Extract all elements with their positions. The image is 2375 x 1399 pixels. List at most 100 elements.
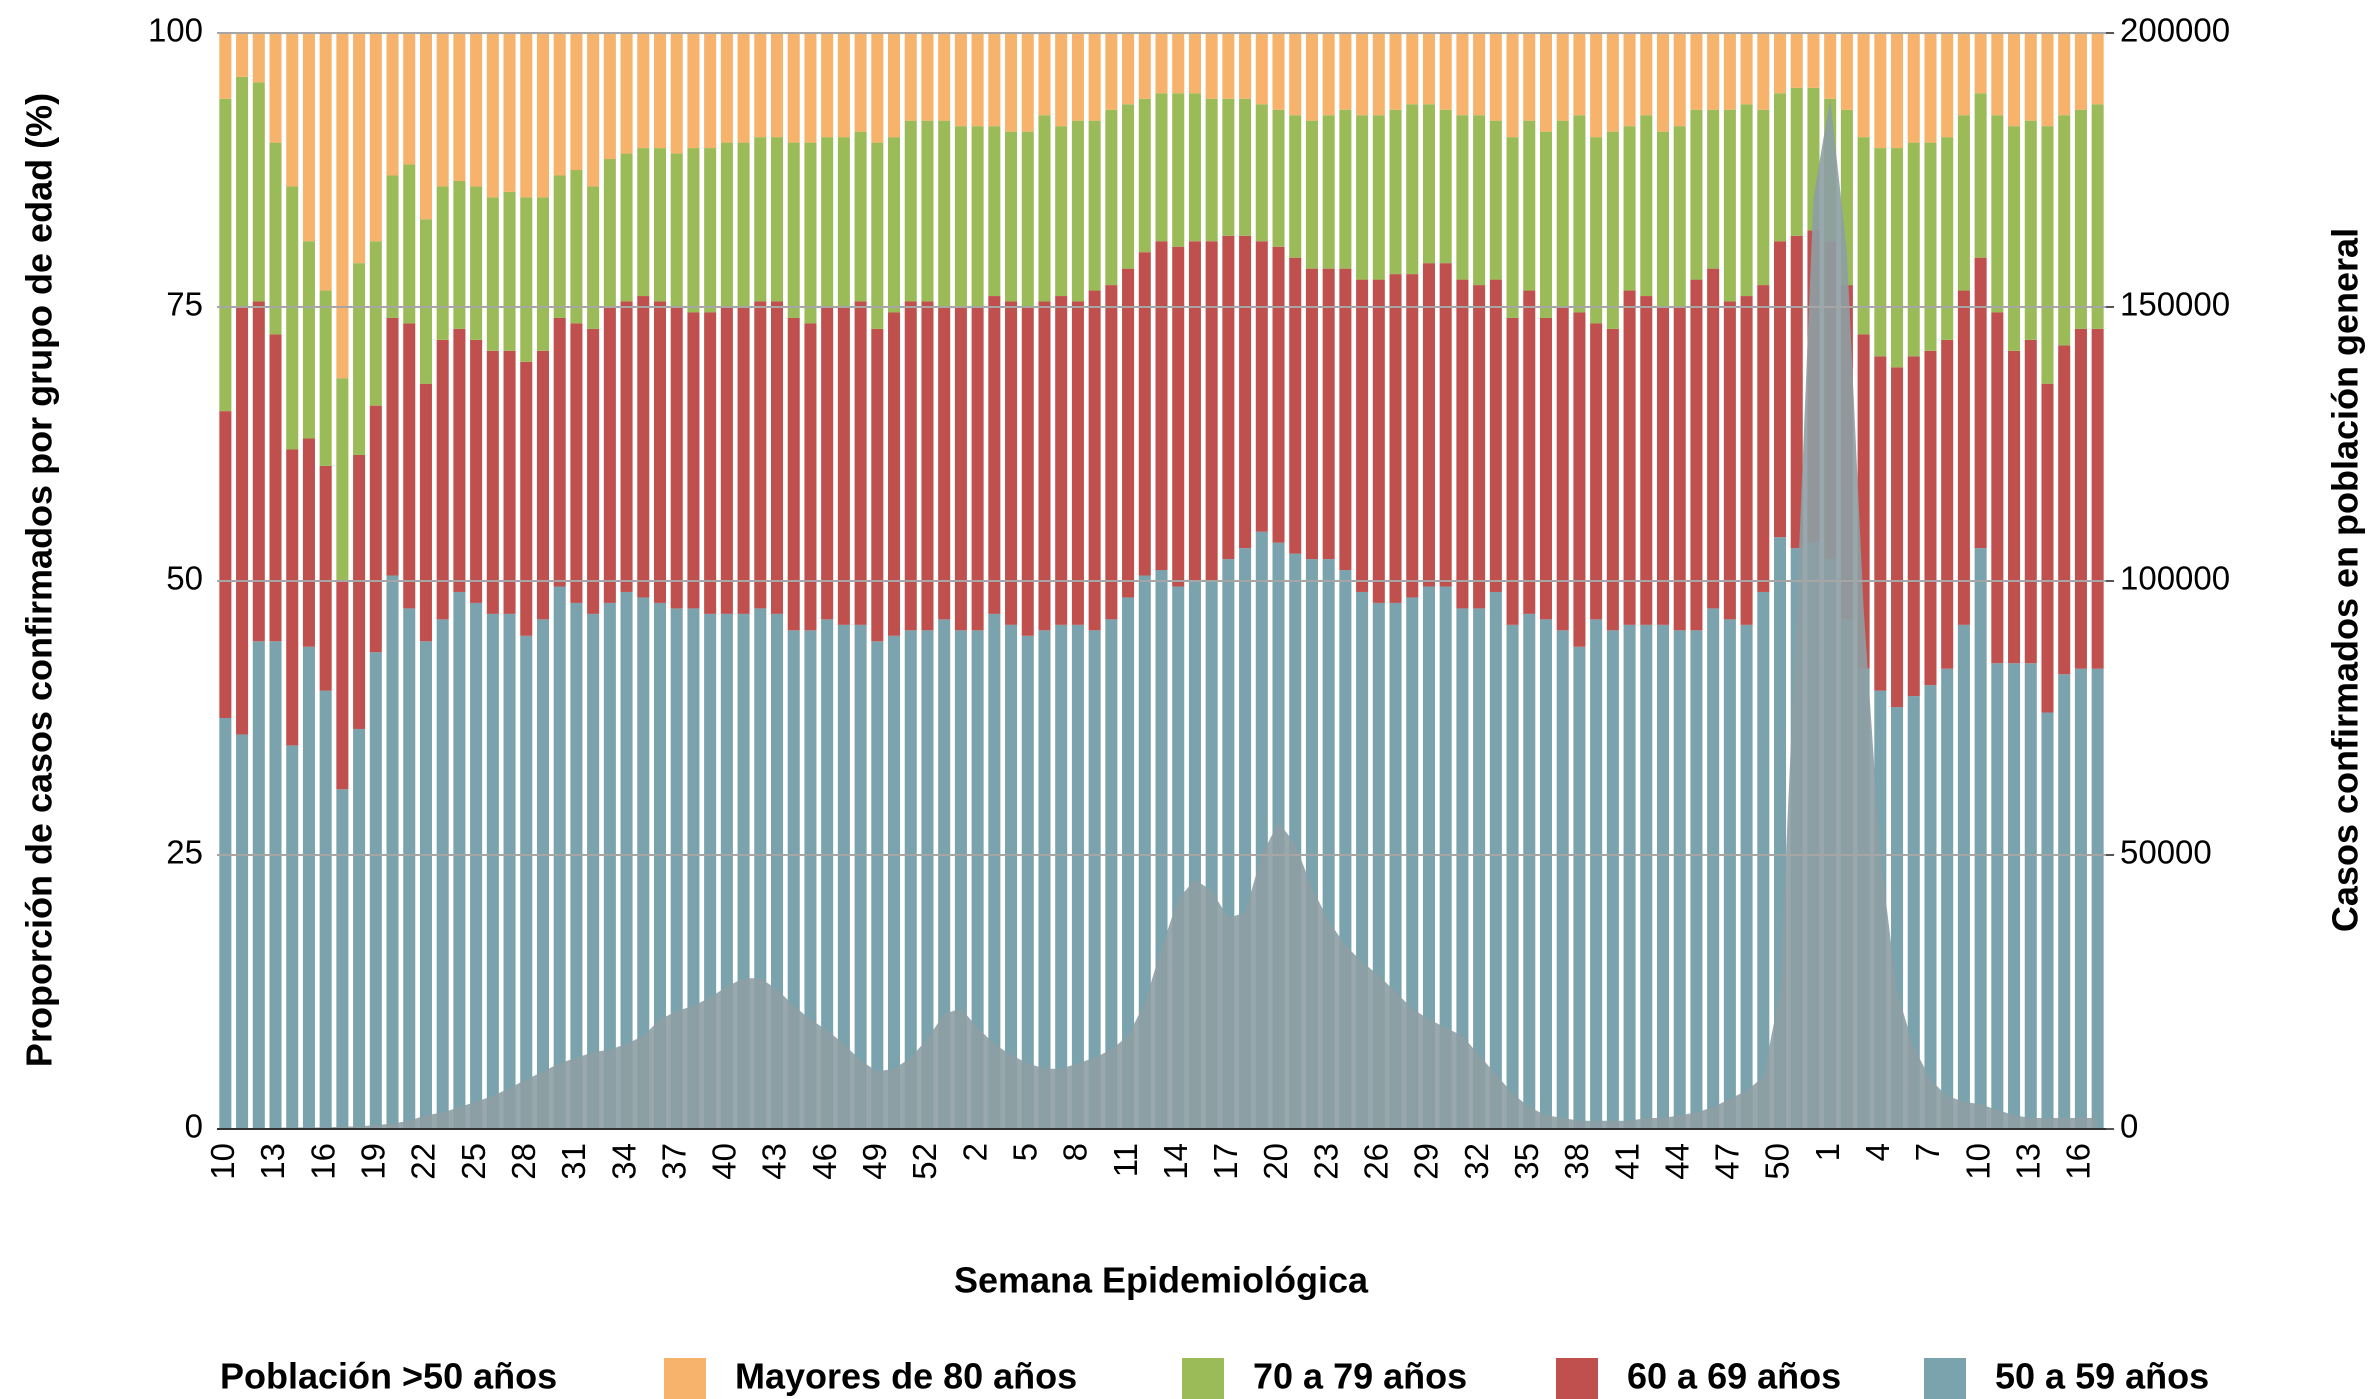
bar-segment: [336, 789, 349, 1129]
bar-segment: [1021, 33, 1034, 132]
bar-segment: [1506, 317, 1519, 625]
bar-segment: [1790, 33, 1803, 88]
bar-segment: [486, 613, 499, 1129]
bar-segment: [1774, 93, 1787, 242]
bar-segment: [1740, 296, 1753, 625]
bar-segment: [386, 575, 399, 1129]
bar-segment: [1372, 279, 1385, 603]
bar-segment: [1673, 33, 1686, 127]
bar-segment: [236, 33, 249, 77]
x-tick-label: 40: [706, 1143, 743, 1180]
bar-segment: [888, 137, 901, 313]
bar-segment: [1038, 33, 1051, 116]
bar-segment: [1690, 109, 1703, 280]
bar-segment: [787, 33, 800, 143]
bar-segment: [1539, 33, 1553, 132]
bar-segment: [1088, 630, 1101, 1129]
bar-segment: [1573, 646, 1586, 1129]
bar-segment: [954, 630, 967, 1129]
bar-segment: [1556, 33, 1569, 121]
bar-segment: [1957, 624, 1970, 1129]
x-tick-label: 13: [254, 1143, 291, 1180]
bar-segment: [1071, 120, 1084, 302]
bar-segment: [1740, 104, 1753, 297]
bar-segment: [1473, 115, 1486, 286]
bar-segment: [1122, 268, 1135, 598]
bar-segment: [904, 630, 917, 1129]
bar-segment: [369, 241, 382, 406]
bar-segment: [1707, 33, 1720, 110]
bar-segment: [1122, 33, 1135, 105]
bar-segment: [1924, 33, 1937, 143]
bar-segment: [1088, 290, 1101, 631]
bar-segment: [637, 296, 650, 598]
bar-segment: [1556, 120, 1569, 308]
bar-segment: [269, 334, 282, 642]
y-tick-label: 100: [148, 12, 203, 49]
bar-segment: [1456, 608, 1469, 1129]
bar-segment: [353, 263, 366, 455]
bar-segment: [787, 317, 800, 631]
legend-label: 60 a 69 años: [1627, 1356, 1841, 1397]
bar-segment: [453, 328, 466, 592]
bar-segment: [302, 646, 315, 1129]
bar-segment: [1339, 268, 1352, 571]
legend-title: Población >50 años: [220, 1356, 557, 1397]
bar-segment: [620, 301, 633, 592]
bar-segment: [503, 613, 516, 1129]
bar-segment: [1255, 104, 1268, 242]
bar-segment: [1138, 575, 1151, 1129]
bar-segment: [1305, 120, 1318, 269]
bar-segment: [319, 690, 332, 1129]
bar-segment: [2024, 663, 2037, 1129]
bar-segment: [570, 170, 583, 324]
bar-segment: [1305, 33, 1318, 121]
bar-segment: [369, 405, 382, 653]
bar-segment: [921, 301, 934, 631]
bar-segment: [1322, 33, 1335, 116]
x-tick-label: 20: [1257, 1143, 1294, 1180]
x-tick-label: 29: [1408, 1143, 1445, 1180]
bar-segment: [720, 33, 733, 143]
bar-segment: [1239, 33, 1252, 99]
bar-segment: [854, 301, 867, 625]
bar-segment: [1874, 148, 1887, 357]
bar-segment: [1088, 120, 1101, 291]
bar-segment: [1021, 131, 1034, 307]
bar-segment: [904, 301, 917, 631]
bar-segment: [1339, 109, 1352, 269]
bar-segment: [1473, 33, 1486, 116]
bar-segment: [252, 33, 265, 83]
bar-segment: [904, 33, 917, 121]
bar-segment: [1222, 33, 1235, 99]
bar-segment: [1539, 619, 1553, 1129]
bar-segment: [1673, 126, 1686, 307]
bar-segment: [704, 33, 717, 149]
bar-segment: [1021, 307, 1034, 636]
bar-segment: [804, 323, 817, 631]
bar-segment: [1138, 33, 1151, 99]
bar-segment: [1907, 356, 1920, 697]
bar-segment: [1105, 285, 1118, 620]
bar-segment: [2058, 115, 2071, 346]
bar-segment: [319, 290, 332, 466]
x-tick-label: 35: [1508, 1143, 1545, 1180]
x-tick-label: 37: [655, 1143, 692, 1180]
bar-segment: [938, 307, 951, 620]
bar-segment: [1088, 33, 1101, 121]
bar-segment: [1222, 98, 1235, 236]
bar-segment: [219, 718, 232, 1129]
x-tick-label: 43: [756, 1143, 793, 1180]
bar-segment: [1188, 33, 1201, 94]
bar-segment: [1891, 33, 1904, 149]
bar-segment: [1205, 241, 1218, 582]
bar-segment: [219, 98, 232, 412]
bar-segment: [1172, 33, 1185, 94]
bar-segment: [1606, 33, 1619, 132]
bar-segment: [1038, 630, 1051, 1129]
bar-segment: [403, 323, 416, 609]
bar-segment: [1055, 624, 1068, 1129]
bar-segment: [436, 619, 449, 1129]
bar-segment: [1974, 93, 1987, 258]
